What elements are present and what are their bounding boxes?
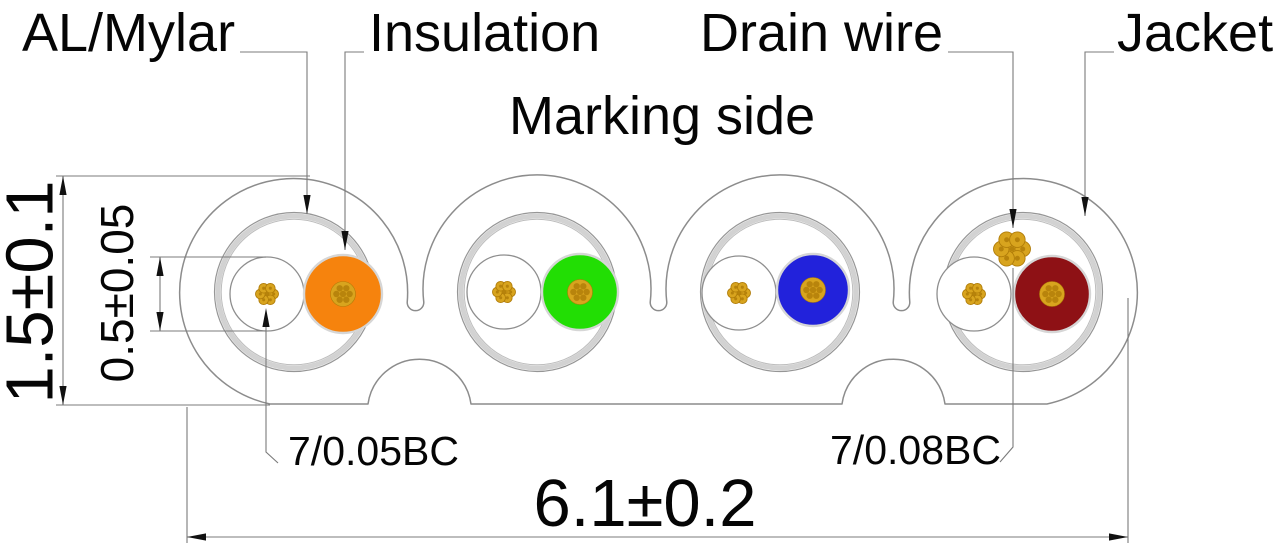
core-conductor-4-dot (1055, 290, 1062, 298)
drain-wire-bundle-dot (1014, 237, 1020, 243)
small-conductor-strands-2-dot (505, 284, 509, 288)
core-conductor-4-dot (1042, 290, 1049, 298)
small-conductor-strands-2-dot (505, 296, 509, 300)
core-conductor-2-dot (580, 283, 587, 290)
core-conductor-1-dot (333, 290, 340, 298)
small-conductor-strands-1-dot (262, 286, 266, 290)
dimension-drain-cell: 0.5±0.05 (91, 203, 143, 383)
core-conductor-4-dot (1045, 296, 1052, 303)
small-conductor-strands-2-dot (495, 290, 499, 294)
small-conductor-strands-1-dot (268, 286, 272, 290)
core-conductor-1-dot (336, 296, 343, 303)
foil-ring-outer-3 (699, 211, 861, 373)
small-conductor-strands-4-dot (972, 292, 976, 296)
small-conductor-strands-1-dot (262, 298, 266, 302)
core-conductor-2-dot (573, 283, 580, 290)
small-conductor-strands-3-dot (734, 297, 738, 301)
core-conductor-4-dot (1045, 285, 1052, 292)
callout-jacket: Jacket (1117, 3, 1274, 63)
leader-arrow-insulation (341, 231, 349, 250)
leader-al-mylar (240, 51, 308, 214)
core-conductor-1-dot (343, 296, 350, 303)
leader-arrow-drain-wire (1009, 209, 1017, 228)
small-conductor-strands-4-dot (965, 292, 969, 296)
callout-drain-wire: Drain wire (700, 3, 944, 63)
jacket-outline (178, 174, 1139, 405)
core-conductor-1-dot (343, 285, 350, 292)
core-conductor-4-dot (1052, 296, 1059, 303)
small-conductor-strands-3-dot (734, 285, 738, 289)
spec-drain-conductor: 7/0.08BC (830, 427, 1001, 473)
small-conductor-strands-1-dot (268, 298, 272, 302)
dim-arrow-cell-top (156, 257, 164, 276)
core-conductor-3-dot (809, 286, 817, 294)
small-conductor-strands-3-dot (740, 297, 744, 301)
dimension-overall-height: 1.5±0.1 (0, 180, 68, 404)
dim-arrow-height-top (59, 176, 67, 195)
spec-small-conductor: 7/0.05BC (288, 428, 459, 474)
dim-arrow-height-bottom (59, 386, 67, 405)
core-conductor-2-dot (573, 294, 580, 301)
dim-arrow-width-right (1109, 533, 1128, 541)
callout-al-mylar: AL/Mylar (22, 3, 236, 63)
small-conductor-strands-1-dot (272, 292, 276, 296)
callout-insulation: Insulation (369, 3, 601, 63)
core-conductor-2-dot (576, 288, 584, 296)
small-conductor-strands-2-dot (499, 284, 503, 288)
leader-small-conductor (265, 322, 279, 464)
core-conductor-3-dot (813, 292, 820, 299)
core-conductor-3-dot (806, 281, 813, 288)
core-conductor-2-dot (580, 294, 587, 301)
core-conductor-1-dot (339, 290, 347, 298)
leader-insulation (344, 51, 364, 250)
leader-drain-wire (948, 51, 1014, 228)
core-conductor-2-dot (570, 288, 577, 296)
core-conductor-3-dot (806, 292, 813, 299)
small-conductor-strands-2-dot (502, 290, 506, 294)
marking-side-label: Marking side (509, 86, 816, 146)
dim-arrow-width-left (187, 533, 206, 541)
leader-drain-conductor (999, 268, 1014, 463)
small-conductor-strands-4-dot (969, 286, 973, 290)
dimension-overall-width: 6.1±0.2 (533, 466, 757, 541)
drain-wire-bundle-dot (1004, 255, 1010, 261)
drain-wire-bundle-dot (998, 246, 1004, 252)
core-conductor-1-dot (346, 290, 353, 298)
leader-arrow-small-conductor (262, 308, 270, 327)
leader-jacket (1084, 51, 1114, 216)
small-conductor-strands-4-dot (975, 286, 979, 290)
small-conductor-strands-1-dot (265, 292, 269, 296)
small-conductor-strands-2-dot (499, 296, 503, 300)
core-conductor-1-dot (336, 285, 343, 292)
small-conductor-strands-3-dot (730, 291, 734, 295)
small-conductor-strands-3-dot (744, 291, 748, 295)
core-conductor-4-dot (1048, 290, 1056, 298)
core-conductor-3-dot (813, 281, 820, 288)
small-conductor-strands-4-dot (975, 298, 979, 302)
dim-arrow-cell-bottom (156, 312, 164, 331)
leader-arrow-jacket (1081, 197, 1089, 216)
small-conductor-strands-1-dot (258, 292, 262, 296)
small-conductor-strands-3-dot (737, 291, 741, 295)
small-conductor-strands-3-dot (740, 285, 744, 289)
small-conductor-strands-2-dot (509, 290, 513, 294)
drain-wire-bundle-dot (1009, 246, 1015, 252)
small-conductor-strands-4-dot (969, 298, 973, 302)
core-conductor-3-dot (816, 286, 823, 294)
drain-wire-bundle-dot (1014, 255, 1020, 261)
core-conductor-4-dot (1052, 285, 1059, 292)
core-conductor-3-dot (803, 286, 810, 294)
small-conductor-strands-4-dot (979, 292, 983, 296)
drain-wire-bundle-dot (1020, 246, 1026, 252)
core-conductor-2-dot (583, 288, 590, 296)
leader-arrow-al-mylar (303, 195, 311, 214)
drain-wire-bundle-dot (1004, 237, 1010, 243)
